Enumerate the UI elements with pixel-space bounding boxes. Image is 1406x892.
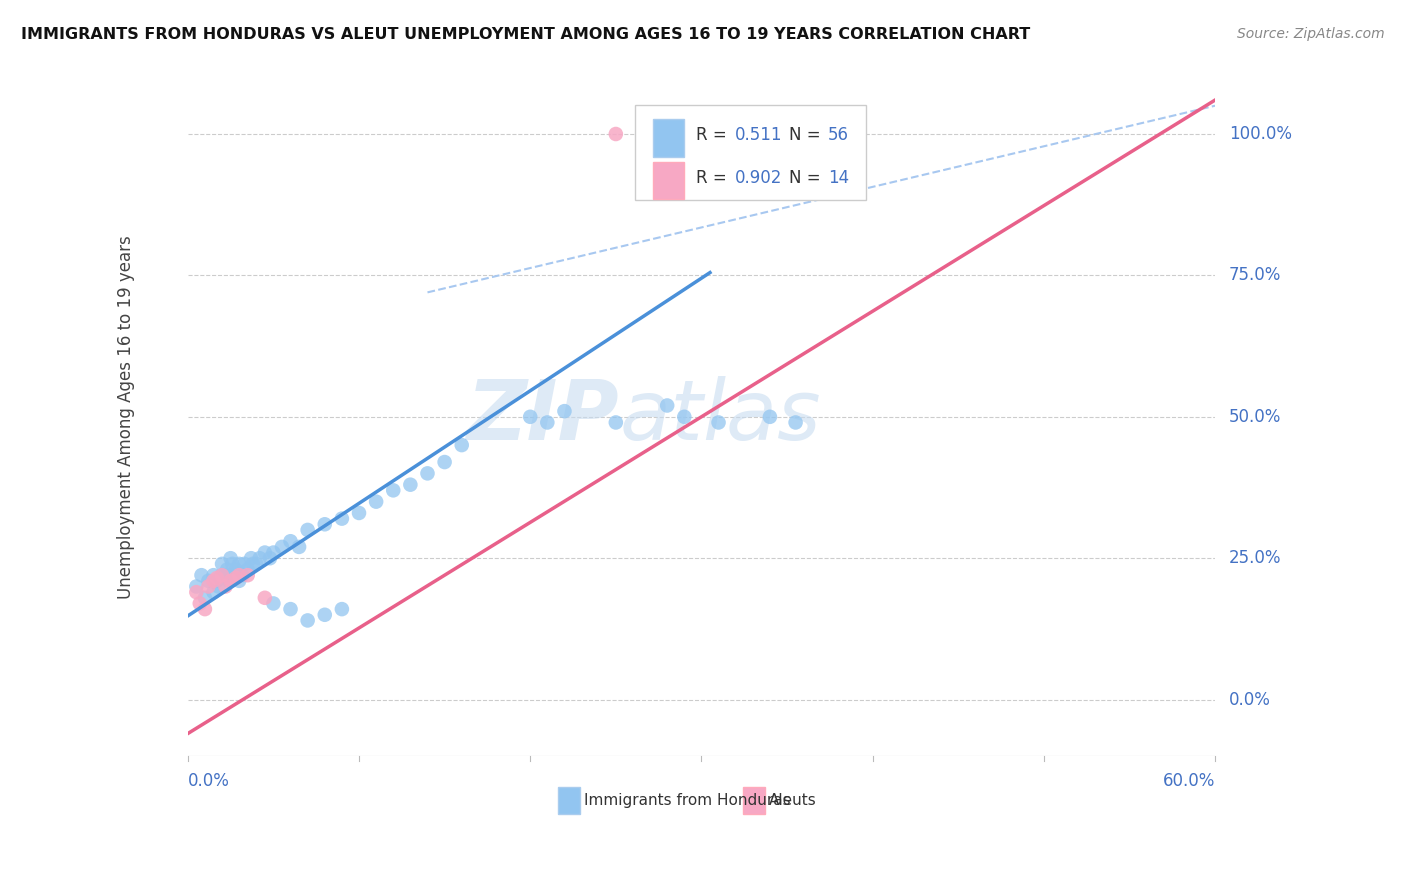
Bar	[742, 787, 765, 814]
Point	[433, 455, 456, 469]
Point	[242, 557, 264, 571]
Point	[186, 585, 208, 599]
Point	[280, 602, 302, 616]
Point	[450, 438, 472, 452]
Text: Unemployment Among Ages 16 to 19 years: Unemployment Among Ages 16 to 19 years	[117, 235, 135, 599]
Point	[214, 568, 236, 582]
Text: 100.0%: 100.0%	[1229, 125, 1292, 143]
Text: ZIP: ZIP	[467, 376, 619, 458]
Point	[347, 506, 370, 520]
Text: Source: ZipAtlas.com: Source: ZipAtlas.com	[1237, 27, 1385, 41]
Point	[707, 416, 730, 430]
Bar	[654, 162, 683, 199]
Point	[205, 574, 228, 588]
Text: Aleuts: Aleuts	[769, 793, 817, 808]
Point	[249, 551, 271, 566]
Point	[519, 409, 541, 424]
Text: R =: R =	[696, 126, 733, 144]
Point	[605, 416, 627, 430]
Point	[233, 557, 256, 571]
Text: 0.0%: 0.0%	[188, 772, 229, 790]
Point	[202, 585, 225, 599]
Point	[297, 614, 319, 628]
Point	[221, 557, 243, 571]
Point	[330, 602, 353, 616]
Point	[759, 409, 782, 424]
Point	[673, 409, 696, 424]
Text: IMMIGRANTS FROM HONDURAS VS ALEUT UNEMPLOYMENT AMONG AGES 16 TO 19 YEARS CORRELA: IMMIGRANTS FROM HONDURAS VS ALEUT UNEMPL…	[21, 27, 1031, 42]
Text: 60.0%: 60.0%	[1163, 772, 1215, 790]
Point	[228, 557, 250, 571]
Point	[416, 467, 439, 481]
Point	[188, 597, 211, 611]
Point	[262, 597, 284, 611]
Point	[211, 557, 233, 571]
Point	[605, 127, 627, 141]
Point	[202, 568, 225, 582]
Point	[202, 574, 225, 588]
Point	[218, 574, 240, 588]
Text: 25.0%: 25.0%	[1229, 549, 1281, 567]
Point	[314, 517, 336, 532]
Point	[280, 534, 302, 549]
Point	[186, 580, 208, 594]
Point	[205, 571, 228, 585]
Text: atlas: atlas	[619, 376, 821, 458]
Point	[271, 540, 294, 554]
Point	[236, 562, 259, 576]
Text: 56: 56	[828, 126, 849, 144]
Text: Immigrants from Honduras: Immigrants from Honduras	[585, 793, 792, 808]
Point	[536, 416, 558, 430]
Point	[240, 551, 263, 566]
Point	[382, 483, 405, 498]
Point	[211, 568, 233, 582]
Point	[259, 551, 281, 566]
Point	[253, 545, 276, 559]
Point	[194, 591, 217, 605]
Point	[245, 557, 267, 571]
Point	[262, 545, 284, 559]
Point	[219, 574, 242, 588]
Point	[194, 602, 217, 616]
Text: 75.0%: 75.0%	[1229, 267, 1281, 285]
Point	[228, 574, 250, 588]
Point	[207, 580, 229, 594]
Text: N =: N =	[789, 169, 825, 186]
Point	[657, 399, 679, 413]
Bar	[558, 787, 581, 814]
Text: 0.511: 0.511	[735, 126, 783, 144]
Point	[232, 568, 254, 582]
Point	[197, 580, 219, 594]
Bar	[654, 120, 683, 156]
Point	[219, 568, 242, 582]
Point	[197, 574, 219, 588]
Text: 14: 14	[828, 169, 849, 186]
Text: 0.902: 0.902	[735, 169, 783, 186]
Point	[314, 607, 336, 622]
Point	[190, 568, 212, 582]
Point	[225, 562, 247, 576]
Point	[330, 511, 353, 525]
Point	[219, 551, 242, 566]
Point	[211, 568, 233, 582]
Point	[297, 523, 319, 537]
Point	[217, 562, 239, 576]
Point	[399, 477, 422, 491]
Point	[366, 494, 388, 508]
Text: N =: N =	[789, 126, 825, 144]
Point	[225, 571, 247, 585]
Point	[214, 580, 236, 594]
Point	[253, 591, 276, 605]
Bar	[634, 104, 866, 200]
Point	[553, 404, 575, 418]
Text: 0.0%: 0.0%	[1229, 690, 1271, 708]
Point	[228, 568, 250, 582]
Point	[288, 540, 311, 554]
Text: R =: R =	[696, 169, 733, 186]
Point	[236, 568, 259, 582]
Text: 50.0%: 50.0%	[1229, 408, 1281, 425]
Point	[785, 416, 807, 430]
